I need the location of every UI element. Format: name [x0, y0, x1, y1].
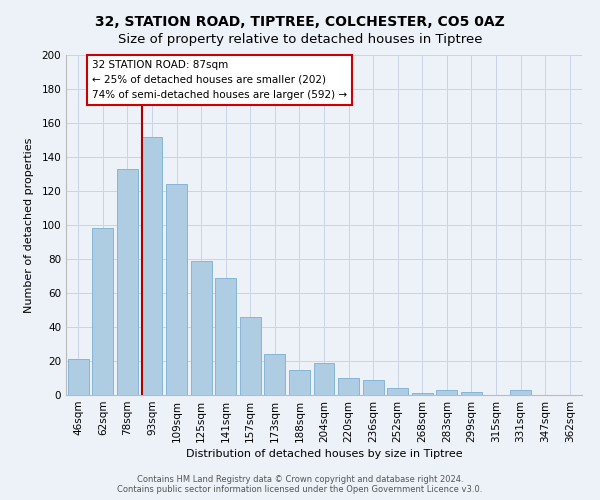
- Text: 32 STATION ROAD: 87sqm
← 25% of detached houses are smaller (202)
74% of semi-de: 32 STATION ROAD: 87sqm ← 25% of detached…: [92, 60, 347, 100]
- Bar: [191, 260, 212, 395]
- Bar: [289, 370, 310, 395]
- Bar: [314, 362, 334, 395]
- Bar: [265, 354, 286, 395]
- Bar: [92, 228, 113, 395]
- Bar: [68, 360, 89, 395]
- Text: 32, STATION ROAD, TIPTREE, COLCHESTER, CO5 0AZ: 32, STATION ROAD, TIPTREE, COLCHESTER, C…: [95, 15, 505, 29]
- Bar: [240, 317, 261, 395]
- Bar: [387, 388, 408, 395]
- Text: Contains HM Land Registry data © Crown copyright and database right 2024.
Contai: Contains HM Land Registry data © Crown c…: [118, 474, 482, 494]
- Bar: [412, 394, 433, 395]
- Bar: [117, 169, 138, 395]
- Text: Size of property relative to detached houses in Tiptree: Size of property relative to detached ho…: [118, 32, 482, 46]
- Bar: [142, 136, 163, 395]
- Bar: [362, 380, 383, 395]
- Bar: [215, 278, 236, 395]
- Bar: [166, 184, 187, 395]
- Bar: [461, 392, 482, 395]
- Bar: [510, 390, 531, 395]
- Bar: [436, 390, 457, 395]
- X-axis label: Distribution of detached houses by size in Tiptree: Distribution of detached houses by size …: [185, 449, 463, 459]
- Bar: [338, 378, 359, 395]
- Y-axis label: Number of detached properties: Number of detached properties: [25, 138, 34, 312]
